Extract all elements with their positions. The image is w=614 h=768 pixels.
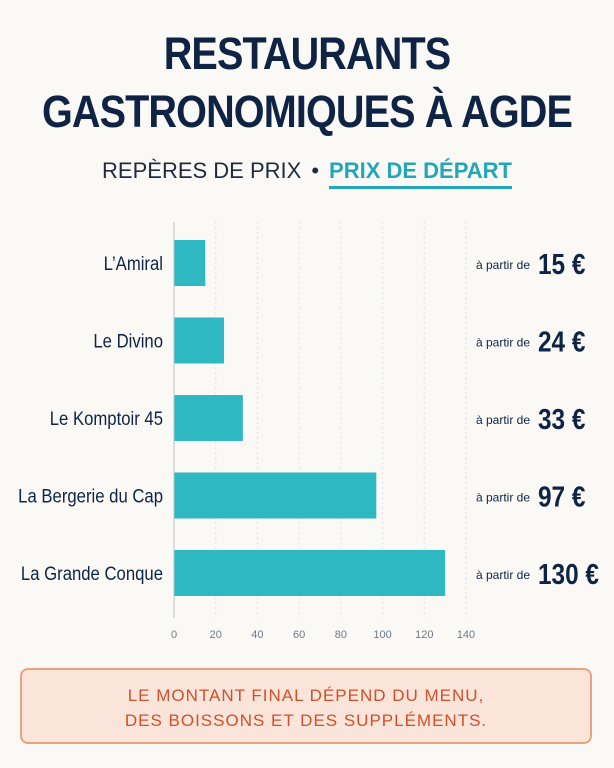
x-tick-label: 100 bbox=[373, 629, 391, 641]
bar bbox=[174, 550, 446, 596]
price-bar-chart: 0 20 40 60 80 100 120 140 L’Amiral à partir de 15 … bbox=[18, 222, 599, 641]
value-label-prefix: à partir de bbox=[476, 413, 530, 427]
x-tick-label: 60 bbox=[293, 629, 305, 641]
value-label-amount: 24 € bbox=[538, 326, 585, 358]
subtitle-accent: PRIX DE DÉPART bbox=[329, 158, 512, 189]
chart-bars bbox=[174, 240, 446, 596]
subtitle: REPÈRES DE PRIX • PRIX DE DÉPART bbox=[0, 156, 614, 189]
disclaimer-line-2: DES BOISSONS ET DES SUPPLÉMENTS. bbox=[124, 711, 488, 730]
x-tick-label: 80 bbox=[335, 629, 347, 641]
page-title-line-1: RESTAURANTS bbox=[163, 28, 451, 79]
bar bbox=[174, 240, 206, 286]
disclaimer-note: LE MONTANT FINAL DÉPEND DU MENU, DES BOI… bbox=[20, 668, 592, 744]
disclaimer-line-1: LE MONTANT FINAL DÉPEND DU MENU, bbox=[127, 686, 485, 705]
category-label: L’Amiral bbox=[104, 253, 163, 274]
x-tick-label: 140 bbox=[457, 629, 475, 641]
chart-labels: 0 20 40 60 80 100 120 140 L’Amiral à partir de 15 … bbox=[18, 248, 599, 641]
value-label-prefix: à partir de bbox=[476, 258, 530, 272]
x-tick-label: 20 bbox=[210, 629, 222, 641]
value-label-amount: 97 € bbox=[538, 481, 585, 513]
x-tick-label: 120 bbox=[415, 629, 433, 641]
category-label: La Grande Conque bbox=[21, 563, 163, 584]
subtitle-separator: • bbox=[311, 158, 320, 183]
value-label-amount: 15 € bbox=[538, 248, 585, 280]
page-title-line-2: GASTRONOMIQUES À AGDE bbox=[41, 86, 573, 137]
value-label-prefix: à partir de bbox=[476, 336, 530, 350]
value-label-prefix: à partir de bbox=[476, 491, 530, 505]
value-label-amount: 33 € bbox=[538, 403, 585, 435]
subtitle-main: REPÈRES DE PRIX bbox=[102, 158, 302, 183]
category-label: La Bergerie du Cap bbox=[18, 486, 163, 507]
bar bbox=[174, 472, 377, 519]
x-tick-label: 40 bbox=[251, 629, 263, 641]
category-label: Le Komptoir 45 bbox=[50, 408, 163, 429]
bar bbox=[174, 317, 225, 364]
bar bbox=[174, 395, 243, 441]
x-tick-label: 0 bbox=[171, 629, 177, 641]
value-label-prefix: à partir de bbox=[476, 568, 530, 582]
category-label: Le Divino bbox=[93, 331, 163, 352]
value-label-amount: 130 € bbox=[538, 558, 599, 590]
